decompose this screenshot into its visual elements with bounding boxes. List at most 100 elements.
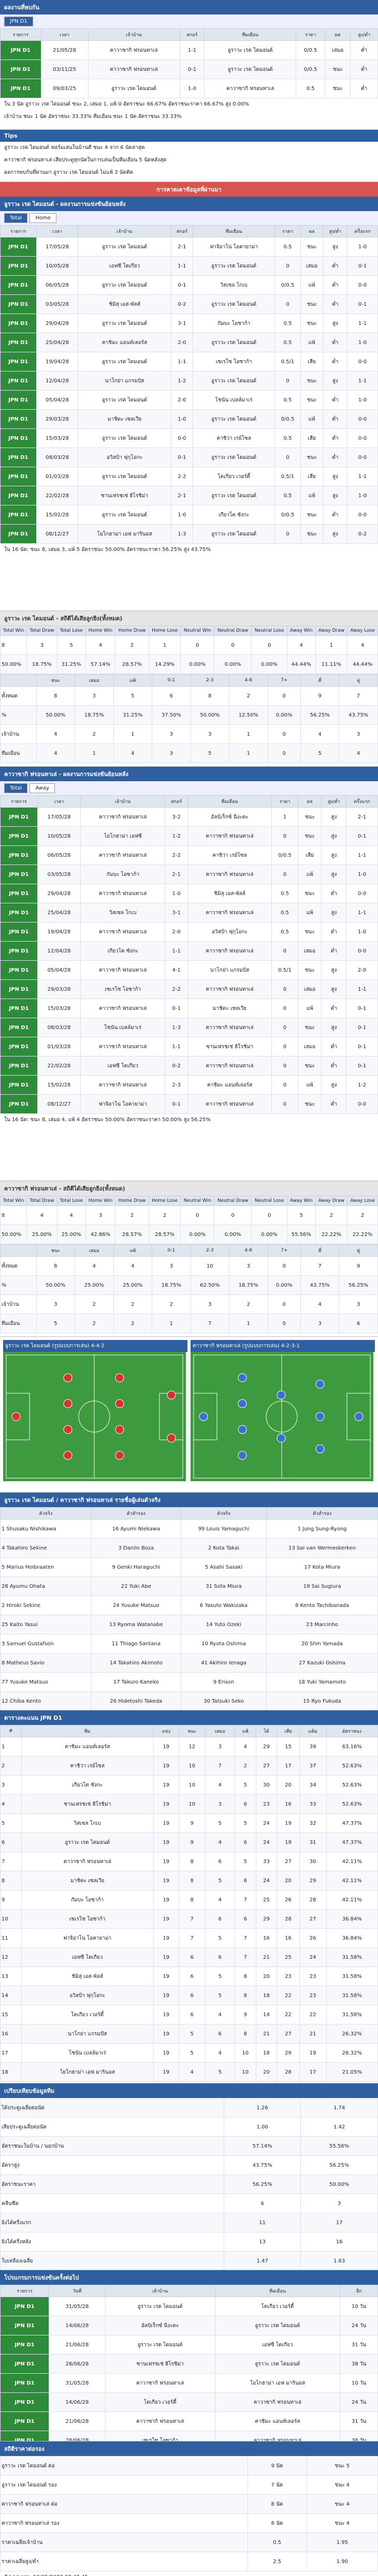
table-cell: เสีย	[300, 428, 324, 448]
table-row: เสียประตูเฉลี่ยต่อนัด 1.00 1.42	[0, 2117, 378, 2137]
h2h-table: รายการ เวลา เจ้าบ้าน สกอร์ ทีมเยือน ราคา ผล สูง…	[0, 28, 378, 98]
data-table: ได้ประตูเฉลี่ยต่อนัด 1.26 1.74 เสียประตูเฉล…	[0, 2098, 378, 2270]
table-cell: 50.00%	[0, 654, 27, 674]
table-row: อัตราสูง 43.75% 56.25%	[0, 2155, 378, 2175]
table-row: JPN D1 29/03/28 มาชิดะ เซลเวีย 1-0 อูราวะ เร…	[0, 409, 378, 429]
table-cell: 5	[0, 1813, 22, 1833]
table-cell: คาวาซากิ ฟรอนทาเล่	[187, 1018, 272, 1037]
table-cell: 1-0	[179, 79, 205, 98]
h2h-section: ผลงานที่พบกัน JPN D1 รายการ เวลา เจ้าบ้านส…	[0, 0, 378, 130]
column-header: ทีมเยือน	[187, 795, 272, 808]
column-header: ผล	[298, 795, 322, 808]
pitch-shape	[346, 1393, 371, 1440]
table-cell: เกียวโต ซังกะ	[21, 1775, 154, 1795]
table-cell: 5	[205, 2062, 235, 2082]
table-cell: 1-1	[170, 352, 194, 371]
tab[interactable]: Away	[30, 783, 55, 793]
table-cell: เสมอ	[298, 1037, 322, 1056]
column-header: Total Win	[0, 626, 27, 636]
table-cell: JPN D1	[0, 2297, 50, 2316]
table-cell: 4	[234, 1737, 256, 1756]
table-cell: 14 Yuto Ozeki	[180, 1615, 267, 1634]
table-cell: 52.63%	[326, 1775, 378, 1795]
text-line: ผลการพบกันที่ผ่านมา อูราวะ เรด ไดมอนด์ ไ…	[4, 170, 134, 175]
table-cell: 19	[277, 1833, 300, 1852]
pitch-shape	[63, 1451, 72, 1460]
table-cell: 1-1	[165, 941, 188, 961]
table-cell: 1-0	[165, 884, 188, 903]
table-cell: 4	[36, 724, 76, 744]
table-row: 3 เกียวโต ซังกะ 19 10 4 5 30 20 34 52.63%	[0, 1775, 378, 1795]
table-cell: 31.25%	[113, 705, 153, 725]
tab[interactable]: Total	[4, 213, 28, 223]
table-cell: ต่ำ	[323, 428, 348, 448]
table-cell: JPN D1	[0, 275, 37, 295]
table-cell: 19 Sai Sugiura	[266, 1576, 378, 1596]
pitch-shape	[277, 1434, 286, 1443]
table-cell: 3	[229, 1256, 268, 1276]
tab[interactable]: Home	[30, 213, 56, 223]
table-cell: 8	[0, 635, 27, 655]
table-cell: 0	[180, 635, 215, 655]
table-cell: อูราวะ เรด ไดมอนด์	[78, 352, 171, 371]
table-cell: 0	[271, 826, 299, 846]
table-cell: JPN D1	[0, 467, 37, 486]
table-cell: 1	[148, 635, 181, 655]
column-header: ทีมเยือน	[204, 28, 297, 41]
lineup-table: ตัวจริง ตัวสำรอง ตัวจริง ตัวสำรอง 1 Shusaku …	[0, 1507, 378, 1710]
table-cell: 1-1	[165, 1037, 188, 1056]
table-cell: 1-1	[170, 256, 194, 276]
table-cell: 19	[153, 1756, 179, 1776]
table-cell: คาวาซากิ ฟรอนทาเล่ รอง	[0, 2513, 248, 2533]
table-cell: 16	[300, 2232, 378, 2252]
pitch-shape	[167, 1390, 176, 1399]
table-cell: 23	[255, 1794, 278, 1814]
table-cell: 19	[153, 1947, 179, 1967]
table-row: JPN D1 21/06/28 คาวาซากิ ฟรอนทาเล่ คาชิมะ แ…	[0, 2411, 378, 2431]
table-cell: โยโกฮาม่า เอฟ มารินอส	[214, 2373, 341, 2393]
table-cell: 08/03/28	[36, 448, 79, 467]
table-cell: 19	[153, 1833, 179, 1852]
table-cell: 26.32%	[326, 2043, 378, 2063]
table-cell: 3	[0, 1775, 22, 1795]
table-cell: 3	[75, 686, 114, 706]
section-title: ผลงานที่พบกัน	[0, 0, 378, 14]
table-cell: JPN D1	[0, 1056, 38, 1076]
fixtures-section: โปรแกรมการแข่งขันครั้งต่อไป รายการ วันที่…	[0, 2270, 378, 2441]
table-cell: อูราวะ เรด ไดมอนด์	[193, 486, 275, 505]
table-row: ใบเหลืองเฉลี่ย 1.47 1.63	[0, 2251, 378, 2270]
table-cell: 1-3	[170, 524, 194, 544]
table-cell: JPN D1	[0, 979, 38, 999]
table-row: 13 ชิมิสุ เอส-พัลส์ 19 6 5 8 20 23 23 31.58%	[0, 1967, 378, 1986]
tab[interactable]: Total	[4, 783, 28, 793]
table-cell: 4	[287, 635, 316, 655]
table-cell: 1-1	[346, 903, 378, 922]
h2h-summary: ใน 3 นัด อูราวะ เรด ไดมอนด์ ชนะ 2, เสมอ …	[0, 98, 378, 123]
pitch-title: คาวาซากิ ฟรอนทาเล่ (รูปแบบการเล่น) 4-2-3…	[191, 1340, 375, 1352]
table-cell: อูราวะ เรด ไดมอนด์	[204, 59, 297, 79]
table-cell: 6	[178, 2005, 206, 2024]
table-cell: สูง	[321, 1075, 347, 1095]
filter[interactable]: JPN D1	[4, 17, 33, 26]
table-cell: 44.44%	[287, 654, 316, 674]
table-cell: ชนะ	[300, 524, 324, 544]
table-cell: 5	[113, 686, 153, 706]
results-table: รายการ เวลา เจ้าบ้าน สกอร์ ทีมเยือน ราคา ผล สูง…	[0, 795, 378, 1114]
table-cell: อูราวะ เรด ไดมอนด์	[193, 409, 275, 429]
table-cell: 25.00%	[26, 1225, 57, 1244]
data-table: อูราวะ เรด ไดมอนด์ ต่อ 9 นัด ชนะ 5 อูราวะ เ…	[0, 2456, 378, 2571]
table-row: 9 กัมบะ โอซาก้า 19 8 4 7 25 26 28 42.11%	[0, 1890, 378, 1910]
table-cell: 8	[190, 686, 230, 706]
column-header: Neutral Lose	[251, 626, 288, 636]
table-cell: 1-1	[179, 40, 205, 60]
header-row: Total Win Total Draw Total Lose Home Win Hom…	[0, 1196, 378, 1206]
table-cell: 7	[234, 1947, 256, 1967]
table-cell: 2-1	[165, 865, 188, 884]
table-cell: 28.57%	[115, 654, 149, 674]
table-cell: 32	[299, 1813, 327, 1833]
table-cell: 4	[205, 2005, 235, 2024]
table-cell: สูง	[321, 865, 347, 884]
table-cell: 25/04/28	[36, 333, 79, 352]
table-cell: ต่ำ	[321, 922, 347, 942]
